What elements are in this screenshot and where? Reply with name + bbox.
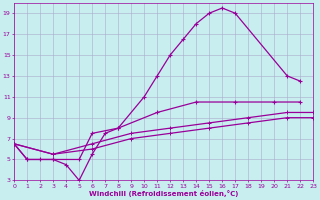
X-axis label: Windchill (Refroidissement éolien,°C): Windchill (Refroidissement éolien,°C) bbox=[89, 190, 238, 197]
